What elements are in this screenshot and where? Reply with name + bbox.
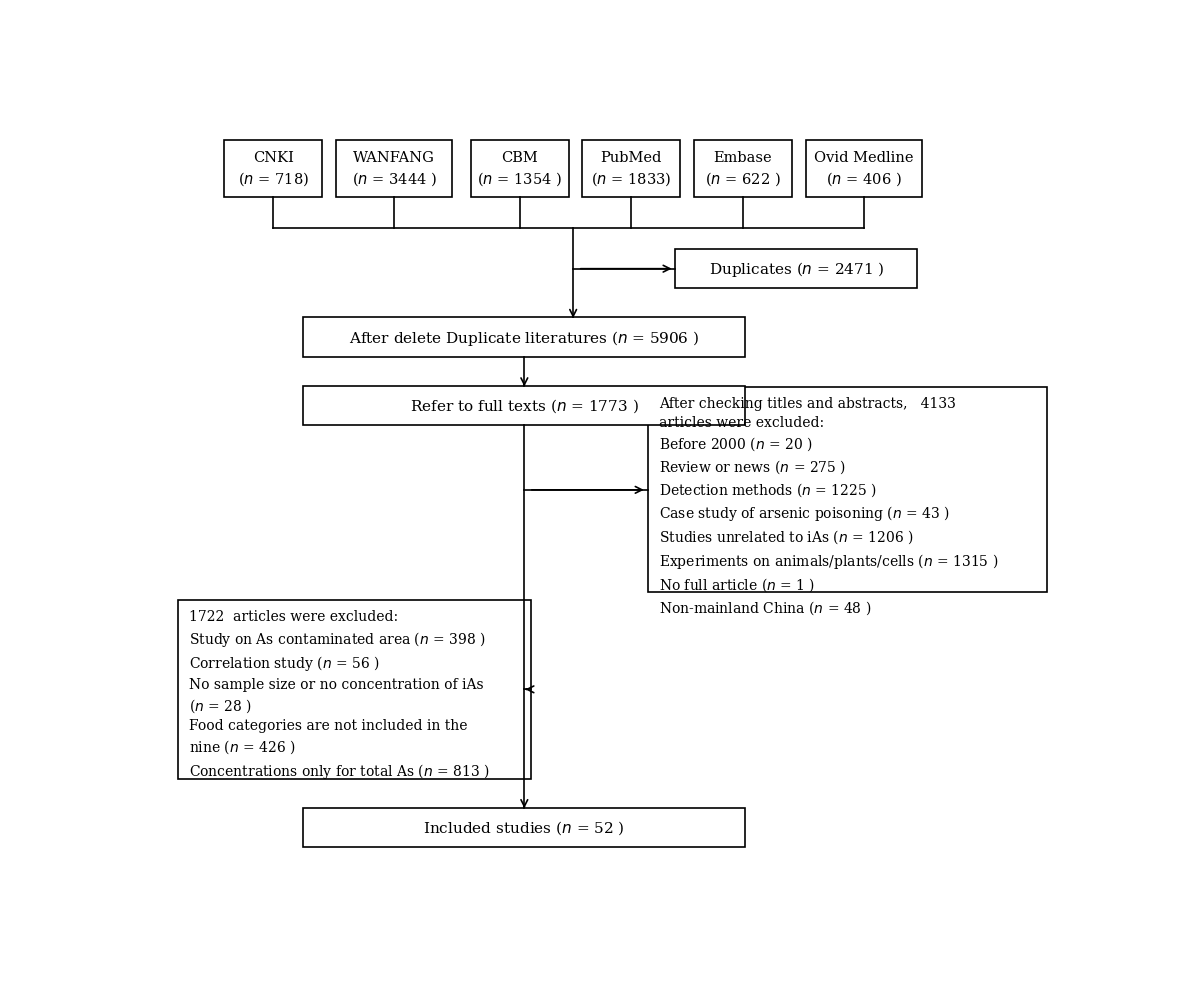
Bar	[304, 318, 745, 358]
Text: CBM
($n$ = 1354 ): CBM ($n$ = 1354 )	[478, 151, 562, 188]
Text: Ovid Medline
($n$ = 406 ): Ovid Medline ($n$ = 406 )	[814, 151, 913, 188]
Bar	[178, 600, 532, 779]
Text: PubMed
($n$ = 1833): PubMed ($n$ = 1833)	[592, 151, 672, 188]
Text: CNKI
($n$ = 718): CNKI ($n$ = 718)	[238, 151, 308, 188]
Text: Refer to full texts ($n$ = 1773 ): Refer to full texts ($n$ = 1773 )	[410, 397, 638, 415]
Text: 1722  articles were excluded:
Study on As contaminated area ($n$ = 398 )
Correla: 1722 articles were excluded: Study on As…	[190, 609, 490, 780]
Text: After delete Duplicate literatures ($n$ = 5906 ): After delete Duplicate literatures ($n$ …	[349, 328, 700, 347]
Text: WANFANG
($n$ = 3444 ): WANFANG ($n$ = 3444 )	[352, 151, 437, 188]
Text: Embase
($n$ = 622 ): Embase ($n$ = 622 )	[706, 151, 781, 188]
Bar	[304, 808, 745, 847]
Bar	[648, 387, 1048, 593]
Bar	[694, 141, 792, 198]
Bar	[470, 141, 569, 198]
Bar	[676, 249, 917, 289]
Bar	[224, 141, 322, 198]
Bar	[336, 141, 452, 198]
Text: Included studies ($n$ = 52 ): Included studies ($n$ = 52 )	[424, 818, 625, 836]
Bar	[304, 387, 745, 426]
Text: Duplicates ($n$ = 2471 ): Duplicates ($n$ = 2471 )	[708, 260, 884, 279]
Bar	[582, 141, 680, 198]
Bar	[805, 141, 922, 198]
Text: After checking titles and abstracts,   4133
articles were excluded:
Before 2000 : After checking titles and abstracts, 413…	[659, 397, 998, 616]
